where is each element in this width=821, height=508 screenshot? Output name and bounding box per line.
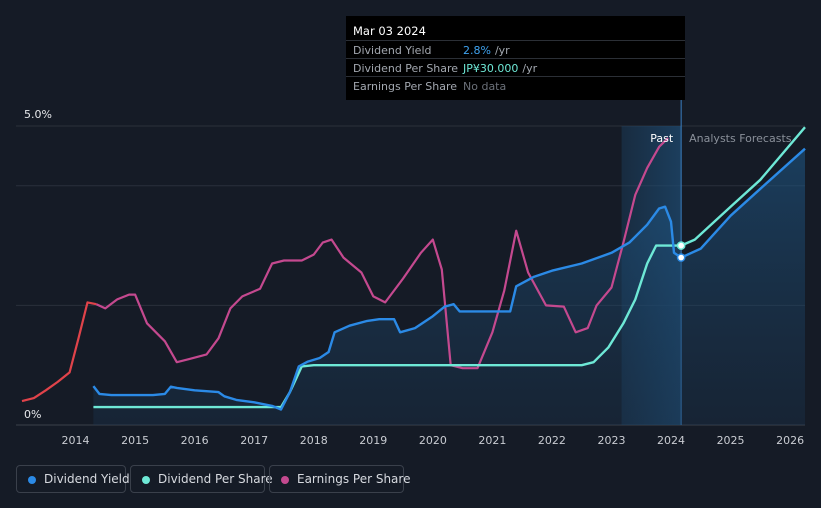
legend-label: Dividend Yield [44,472,130,486]
legend-item-dividend-per-share[interactable]: Dividend Per Share [130,465,273,493]
tooltip-unit: /yr [522,62,538,75]
x-tick-label: 2026 [776,434,804,447]
tooltip-value-text: 2.8% [463,44,491,57]
y-tick-label: 0% [24,408,41,421]
tooltip-value-text: No data [463,80,507,93]
tooltip-label: Earnings Per Share [353,80,458,93]
dps-marker [676,241,686,250]
tooltip-row-dividend-yield: Dividend Yield 2.8%/yr [346,40,685,59]
tooltip-value: No data [463,80,506,93]
x-tick-label: 2015 [121,434,149,447]
yield-marker [676,253,686,262]
tooltip-value: 2.8%/yr [463,44,510,57]
forecast-label: Analysts Forecasts [689,132,792,145]
legend-label: Earnings Per Share [297,472,411,486]
tooltip-value: JP¥30.000/yr [463,62,537,75]
x-tick-label: 2018 [300,434,328,447]
x-tick-label: 2023 [597,434,625,447]
tooltip-label: Dividend Per Share [353,62,459,75]
eps-line [95,137,669,370]
x-tick-label: 2022 [538,434,566,447]
legend-dot-icon [281,476,289,484]
past-label: Past [650,132,674,145]
legend-dot-icon [28,476,36,484]
y-tick-label: 5.0% [24,108,52,121]
legend-item-earnings-per-share[interactable]: Earnings Per Share [269,465,410,493]
x-tick-label: 2025 [717,434,745,447]
tooltip-label: Dividend Yield [353,44,432,57]
eps-line-low-segment [21,301,97,403]
legend-label: Dividend Per Share [158,472,273,486]
tooltip-row-earnings-per-share: Earnings Per Share No data [346,76,685,95]
x-tick-label: 2020 [419,434,447,447]
tooltip-unit: /yr [494,44,510,57]
x-tick-label: 2019 [359,434,387,447]
x-tick-label: 2017 [240,434,268,447]
x-tick-label: 2016 [181,434,209,447]
tooltip: Mar 03 2024 Dividend Yield 2.8%/yr Divid… [346,16,685,100]
tooltip-row-dividend-per-share: Dividend Per Share JP¥30.000/yr [346,58,685,77]
tooltip-value-text: JP¥30.000 [463,62,519,75]
dividend-yield-line [92,147,806,411]
legend-item-dividend-yield[interactable]: Dividend Yield [16,465,130,493]
x-tick-label: 2024 [657,434,685,447]
x-tick-label: 2014 [62,434,90,447]
legend-dot-icon [142,476,150,484]
tooltip-date: Mar 03 2024 [353,24,426,38]
dps-line [93,126,806,409]
x-tick-label: 2021 [478,434,506,447]
dividend-yield-area [93,148,805,425]
